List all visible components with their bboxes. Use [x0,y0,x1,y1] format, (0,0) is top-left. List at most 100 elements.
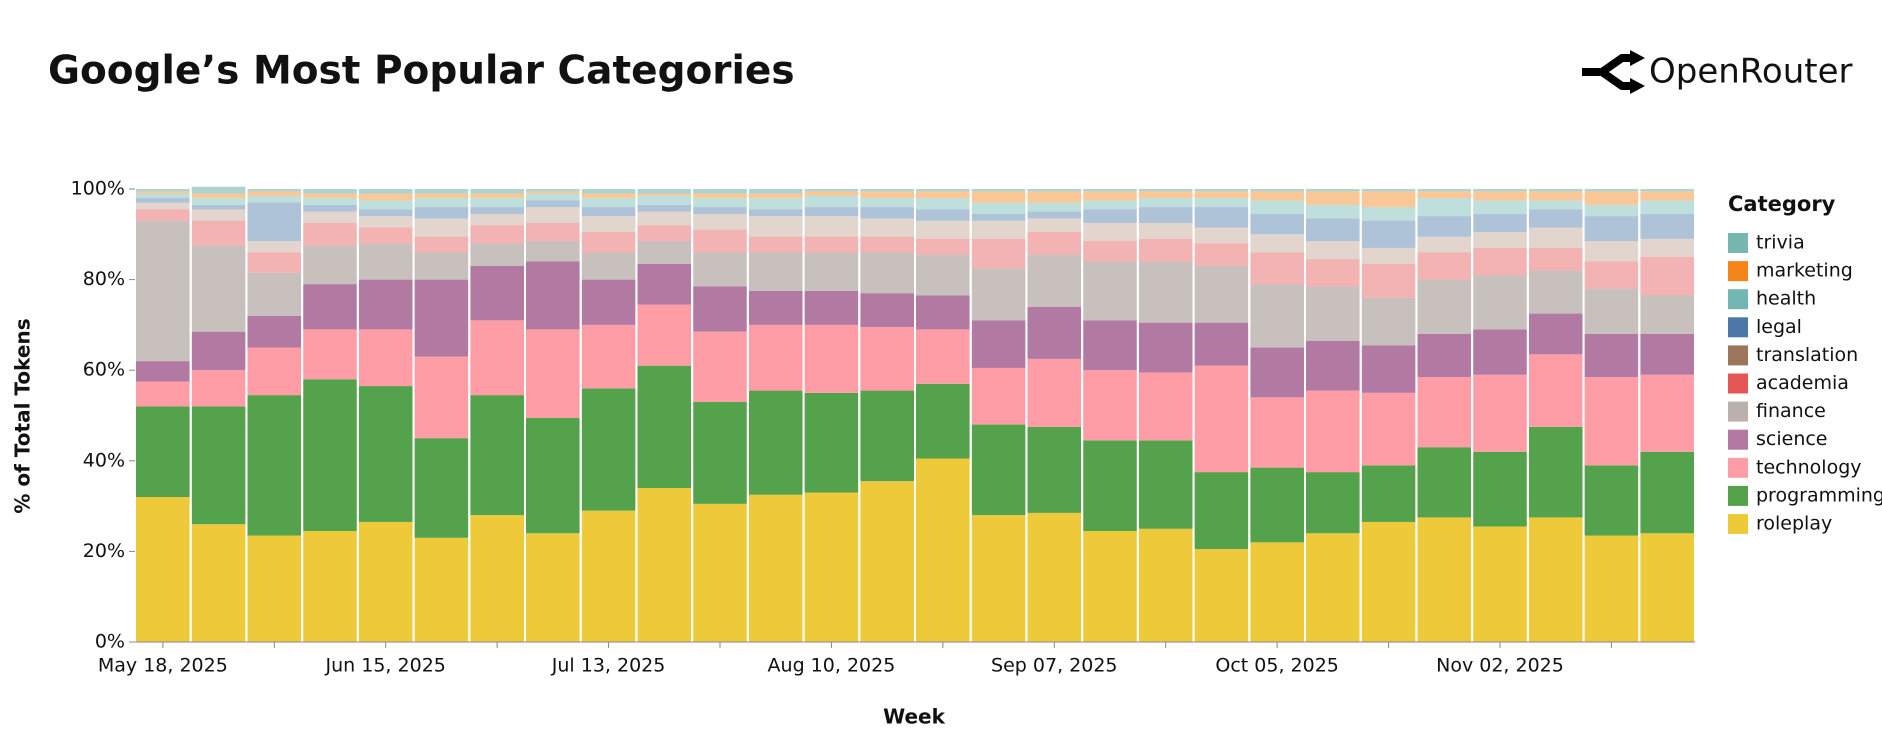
legend-swatch [1728,514,1748,534]
legend-label: legal [1756,316,1802,338]
bar-segment [1528,227,1583,248]
bar-segment [1361,263,1416,298]
bar-segment [1250,284,1304,348]
bar-segment [637,263,692,305]
bar-segment [1528,517,1583,642]
legend-swatch [1728,457,1748,478]
bar-segment [1083,241,1137,262]
bar-segment [1584,535,1639,642]
bar-segment [1306,191,1360,205]
bar-segment [1640,295,1694,334]
bar-segment [1306,472,1360,534]
bar-segment [1640,374,1694,452]
legend-swatch [1728,317,1748,338]
bar-segment [860,327,914,391]
bar-segment [748,494,803,642]
x-tick-label: Aug 10, 2025 [768,655,896,677]
bar-segment [748,236,803,253]
bar-segment [1138,191,1193,199]
bar-segment [470,189,524,194]
bar-segment [358,193,413,201]
bar-segment [526,193,580,201]
legend-swatch [1728,485,1748,506]
bar-segment [804,392,859,493]
bar-segment [1640,191,1694,201]
bar-segment [303,204,357,212]
bar-segment [1138,372,1193,441]
bar-segment [526,241,580,262]
bar-segment [1528,209,1583,228]
bar-segment [748,193,803,199]
bar-segment [1194,549,1249,642]
bar-segment [191,198,246,205]
bar-segment [414,252,469,280]
bar-segment [916,198,970,210]
bar-segment [1194,322,1249,366]
bar-segment [1194,227,1249,244]
bar-segment [247,315,302,348]
bar-segment [303,284,357,330]
logo [1582,50,1645,94]
bar-segment [1361,345,1416,393]
bar-segment [971,320,1026,368]
bar-segment [191,406,246,525]
bar-segment [303,211,357,223]
bar-segment [1194,198,1249,208]
x-tick-label: Nov 02, 2025 [1436,655,1564,677]
bar-segment [247,195,302,203]
bar-segment [1473,191,1527,201]
bar-segment [916,209,970,221]
bar-segment [136,220,190,362]
x-tick-label: Jul 13, 2025 [551,655,666,677]
y-tick-label: 0% [95,631,125,653]
bar-segment [1528,270,1583,314]
brand: OpenRouter [1649,52,1853,92]
bar-segment [693,331,747,402]
bar-segment [971,189,1026,192]
bar-segment [1138,528,1193,642]
bar-segment [581,232,636,253]
bar-segment [1083,200,1137,210]
bar-segment [693,252,747,287]
bar-segment [358,209,413,217]
bar-segment [136,209,190,221]
bar-segment [1194,207,1249,228]
bar-segment [916,191,970,199]
bar-segment [971,238,1026,269]
bar-segment [1250,213,1304,235]
logo-arrows [1630,50,1645,94]
bar-segment [1473,526,1527,642]
legend-label: trivia [1756,232,1805,254]
bar-segment [1528,191,1583,201]
bar-segment [1417,333,1472,377]
bar-segment [1584,333,1639,377]
legend-label: programming [1756,484,1882,506]
y-tick-label: 100% [71,178,125,200]
bar-segment [1361,247,1416,264]
x-tick-label: Oct 05, 2025 [1215,655,1339,677]
bar-segment [358,243,413,280]
bar-segment [1528,200,1583,210]
bar-segment [971,268,1026,321]
bar-segment [1528,189,1583,192]
bar-segment [581,216,636,233]
bar-segment [414,279,469,357]
x-tick-label: Jun 15, 2025 [325,655,446,677]
bar-segment [1361,189,1416,192]
bar-segment [1584,376,1639,466]
bar-segment [1417,447,1472,518]
bar-segment [1250,467,1304,543]
bar-segment [1584,261,1639,289]
bar-segment [1584,465,1639,536]
bar-segment [693,503,747,642]
bar-segment [1640,238,1694,257]
logo-icon [1582,54,1634,90]
bar-segment [1361,191,1416,208]
bar-segment [1473,232,1527,248]
bar-segment [860,218,914,237]
bar-segment [136,193,190,199]
bar-segment [1640,189,1694,192]
bar-segment [191,220,246,246]
bar-segment [191,245,246,332]
